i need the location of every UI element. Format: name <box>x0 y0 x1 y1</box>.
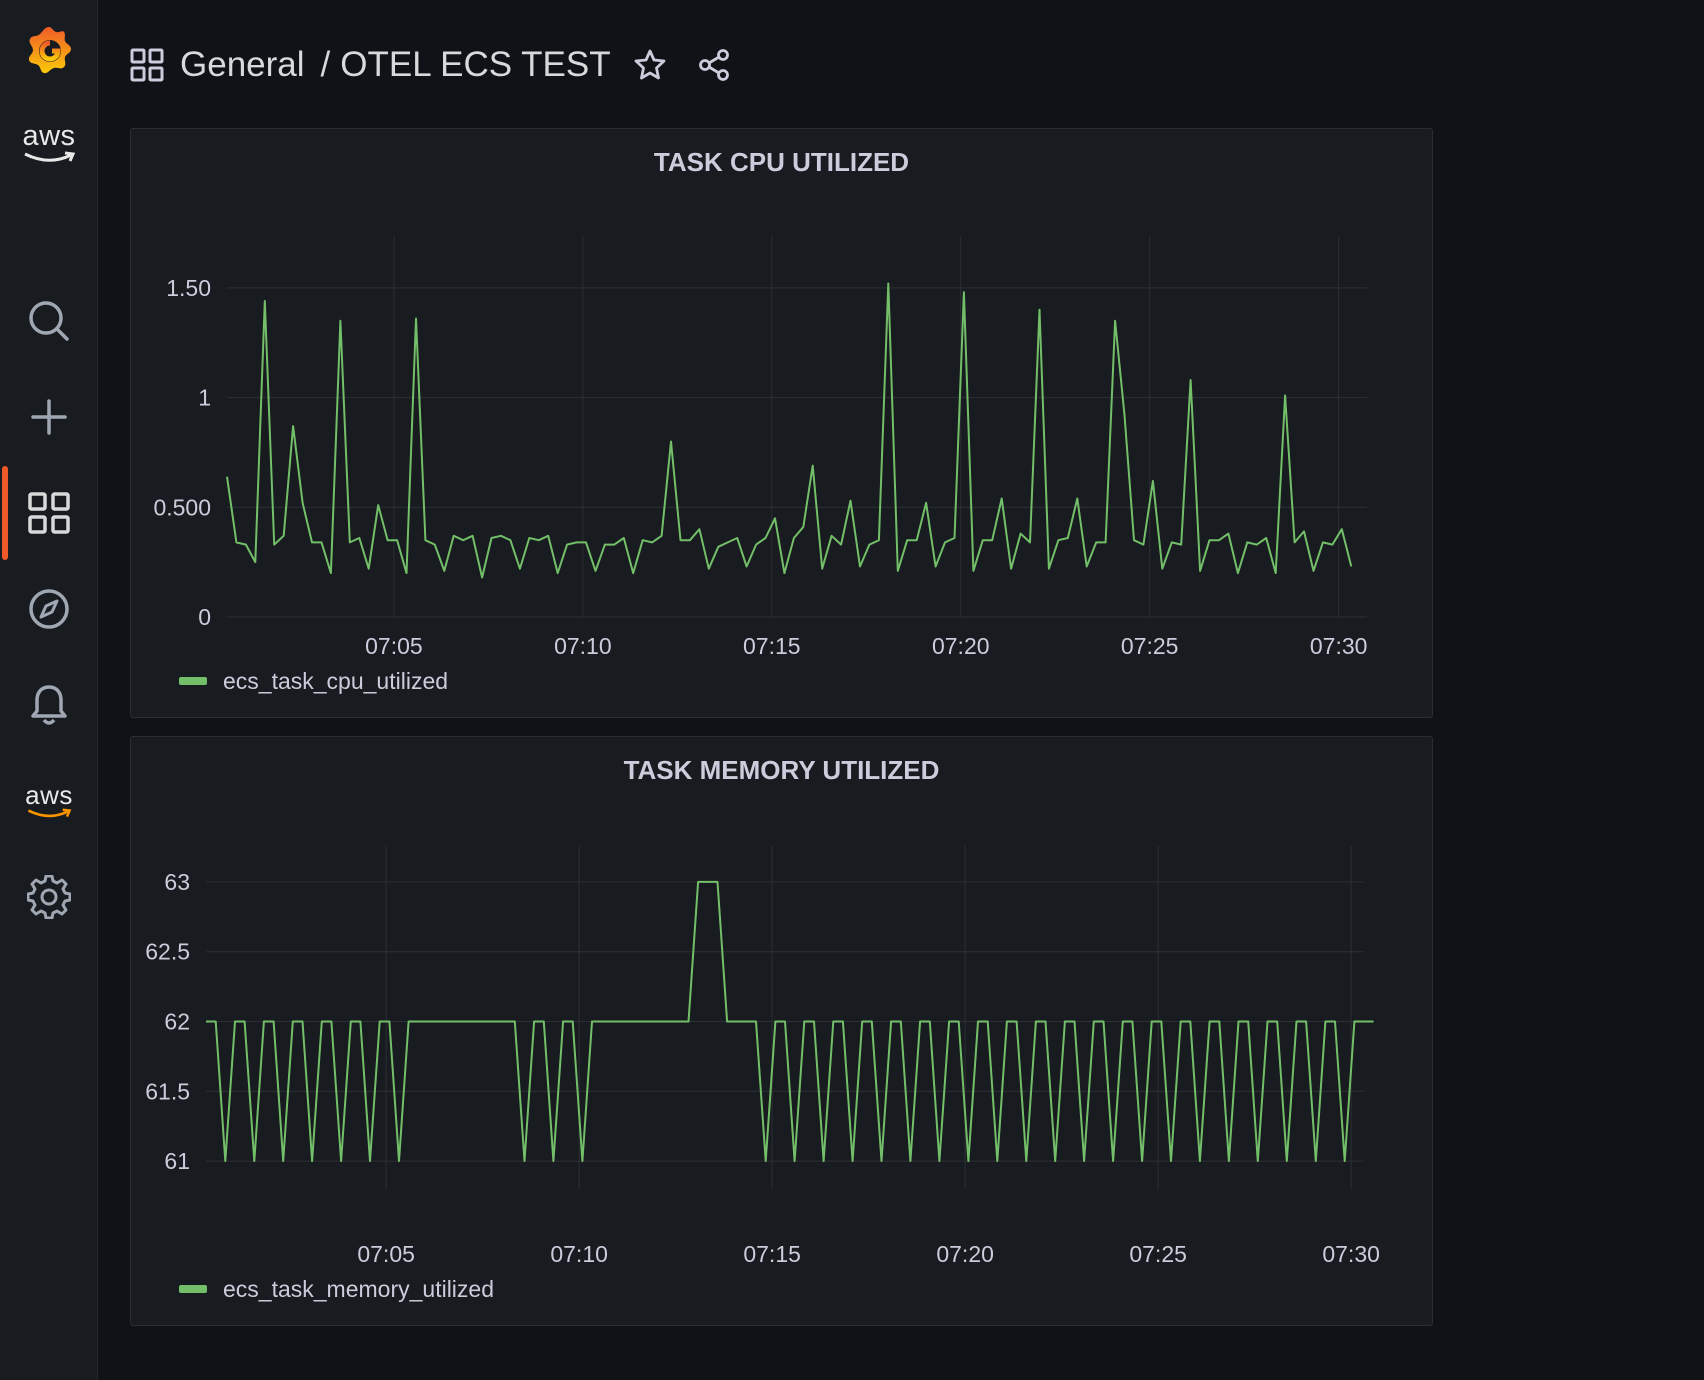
legend-swatch[interactable] <box>179 677 207 685</box>
aws-icon[interactable]: aws <box>18 770 80 832</box>
x-tick-label: 07:15 <box>743 1241 801 1267</box>
memory-panel[interactable]: TASK MEMORY UTILIZED 61 61.5 62 62.5 63 07:05… <box>130 736 1433 1326</box>
cpu-panel[interactable]: TASK CPU UTILIZED 0 0.500 1 1.50 07:05 07:10 0… <box>130 128 1433 718</box>
series-line-ecs_task_cpu_utilized[interactable] <box>226 282 1353 579</box>
grafana-logo-icon[interactable] <box>18 20 80 82</box>
y-tick-label: 61 <box>164 1148 190 1174</box>
breadcrumb-separator: / <box>320 45 331 84</box>
alerting-icon[interactable] <box>18 674 80 736</box>
share-button[interactable] <box>697 48 731 82</box>
x-tick-label: 07:20 <box>936 1241 994 1267</box>
share-icon <box>698 49 729 81</box>
panel-title[interactable]: TASK CPU UTILIZED <box>653 147 910 177</box>
sidebar: aws aws <box>0 0 98 1380</box>
page-title[interactable]: OTEL ECS TEST <box>340 45 611 84</box>
panel-title[interactable]: TASK MEMORY UTILIZED <box>623 755 940 785</box>
x-tick-label: 07:30 <box>1322 1241 1380 1267</box>
aws-smile-bottom-icon <box>27 808 72 818</box>
aws-logo-top[interactable]: aws <box>18 112 80 174</box>
dashboard-grid-icon <box>130 48 164 82</box>
y-tick-label: 0.500 <box>153 494 211 520</box>
x-tick-label: 07:10 <box>554 633 612 659</box>
y-tick-label: 0 <box>198 604 211 630</box>
x-tick-label: 07:15 <box>743 633 801 659</box>
aws-logo-text: aws <box>22 119 76 152</box>
search-icon[interactable] <box>18 290 80 352</box>
series-line-ecs_task_memory_utilized[interactable] <box>206 880 1374 1163</box>
star-button[interactable] <box>633 48 667 82</box>
y-tick-label: 1 <box>198 385 211 411</box>
x-tick-label: 07:10 <box>550 1241 608 1267</box>
y-tick-label: 61.5 <box>145 1078 190 1104</box>
legend-label[interactable]: ecs_task_cpu_utilized <box>223 668 448 694</box>
dashboard-header: General / OTEL ECS TEST <box>130 40 731 90</box>
legend-swatch[interactable] <box>179 1285 207 1293</box>
gear-icon[interactable] <box>18 866 80 928</box>
y-tick-label: 62.5 <box>145 939 190 965</box>
plus-icon[interactable] <box>18 386 80 448</box>
explore-icon[interactable] <box>18 578 80 640</box>
x-tick-label: 07:30 <box>1310 633 1368 659</box>
y-tick-label: 1.50 <box>166 275 211 301</box>
active-indicator <box>2 466 8 560</box>
x-tick-label: 07:05 <box>365 633 423 659</box>
dashboards-icon[interactable] <box>18 482 80 544</box>
x-tick-label: 07:25 <box>1121 633 1179 659</box>
y-tick-label: 62 <box>164 1009 190 1035</box>
x-tick-label: 07:25 <box>1129 1241 1187 1267</box>
memory-chart[interactable]: 61 61.5 62 62.5 63 07:05 07:10 07:15 07:20 07:25 0… <box>131 737 1432 1325</box>
x-tick-label: 07:20 <box>932 633 990 659</box>
star-icon <box>634 49 666 80</box>
cpu-chart[interactable]: 0 0.500 1 1.50 07:05 07:10 07:15 07:20 07:25 07:3… <box>131 129 1432 717</box>
breadcrumb-folder[interactable]: General <box>180 45 305 84</box>
legend-label[interactable]: ecs_task_memory_utilized <box>223 1276 494 1302</box>
x-tick-label: 07:05 <box>357 1241 415 1267</box>
aws-logo-text-bottom: aws <box>25 780 73 810</box>
y-tick-label: 63 <box>164 869 190 895</box>
aws-smile-icon <box>24 151 76 162</box>
